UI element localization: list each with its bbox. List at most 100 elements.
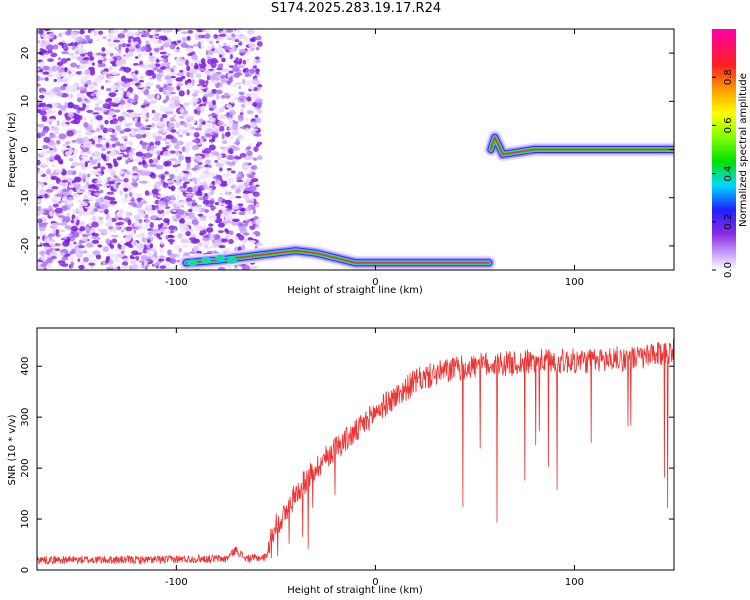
chart-title: S174.2025.283.19.17.R24 <box>270 1 442 16</box>
noise-speckle <box>174 177 179 181</box>
noise-speckle <box>56 91 63 97</box>
noise-speckle <box>185 193 194 197</box>
noise-speckle <box>144 265 148 270</box>
noise-speckle <box>61 51 69 54</box>
noise-speckle <box>219 180 228 187</box>
noise-speckle <box>92 97 100 102</box>
noise-speckle <box>247 200 254 204</box>
noise-speckle <box>152 131 160 137</box>
noise-speckle <box>135 133 143 139</box>
noise-speckle <box>157 44 161 49</box>
noise-speckle <box>98 30 104 35</box>
noise-speckle <box>196 125 201 129</box>
noise-speckle <box>71 170 77 175</box>
noise-speckle <box>92 250 101 256</box>
noise-speckle <box>54 207 63 214</box>
noise-speckle <box>67 111 74 118</box>
noise-speckle <box>173 144 180 150</box>
noise-speckle <box>89 184 97 189</box>
noise-speckle <box>134 70 139 75</box>
noise-speckle <box>119 190 123 196</box>
noise-speckle <box>178 128 185 132</box>
noise-speckle <box>96 167 102 173</box>
noise-speckle <box>87 60 92 66</box>
noise-speckle <box>250 266 259 269</box>
noise-speckle <box>198 79 206 85</box>
noise-speckle <box>196 111 201 116</box>
noise-speckle <box>155 84 161 89</box>
noise-speckle <box>154 181 162 188</box>
noise-speckle <box>176 209 185 216</box>
noise-speckle <box>45 188 54 193</box>
noise-speckle <box>53 86 61 93</box>
noise-speckle <box>171 65 177 70</box>
noise-speckle <box>106 191 115 195</box>
noise-speckle <box>180 60 187 64</box>
noise-speckle <box>175 168 179 172</box>
noise-speckle <box>128 31 134 37</box>
noise-speckle <box>188 237 197 241</box>
noise-speckle <box>187 156 192 160</box>
colorbar-label: Normalized spectral amplitude <box>738 73 749 227</box>
noise-speckle <box>132 173 139 176</box>
noise-speckle <box>243 117 249 121</box>
noise-speckle <box>71 182 79 186</box>
noise-speckle <box>228 264 232 270</box>
noise-speckle <box>151 256 157 261</box>
noise-speckle <box>115 59 121 66</box>
noise-speckle <box>96 52 103 56</box>
noise-speckle <box>75 36 84 42</box>
noise-speckle <box>231 122 239 129</box>
noise-speckle <box>191 219 199 225</box>
noise-speckle <box>185 178 190 182</box>
noise-speckle <box>136 33 141 36</box>
noise-speckle <box>139 265 144 268</box>
noise-speckle <box>38 87 46 92</box>
noise-speckle <box>78 65 85 70</box>
noise-speckle <box>231 170 236 174</box>
noise-speckle <box>208 144 216 151</box>
noise-speckle <box>92 112 100 115</box>
noise-speckle <box>194 239 200 244</box>
noise-speckle <box>204 244 209 248</box>
noise-speckle <box>216 155 222 161</box>
colorbar-tick-label: 0.6 <box>723 117 734 133</box>
noise-speckle <box>46 168 51 175</box>
noise-speckle <box>165 257 172 262</box>
noise-speckle <box>179 108 185 114</box>
noise-speckle <box>148 57 156 63</box>
noise-speckle <box>217 230 225 234</box>
noise-speckle <box>61 196 68 202</box>
noise-speckle <box>218 202 226 206</box>
noise-speckle <box>107 76 115 79</box>
noise-speckle <box>146 82 155 86</box>
noise-speckle <box>242 78 246 85</box>
noise-speckle <box>212 99 216 106</box>
noise-speckle <box>115 125 122 132</box>
noise-speckle <box>238 48 247 53</box>
noise-speckle <box>45 74 54 77</box>
noise-speckle <box>101 134 106 139</box>
noise-speckle <box>163 226 168 230</box>
noise-speckle <box>61 256 69 261</box>
noise-speckle <box>118 179 124 182</box>
y-tick-label: 10 <box>20 95 31 108</box>
noise-speckle <box>100 166 106 171</box>
noise-speckle <box>37 193 41 197</box>
noise-speckle <box>202 96 207 103</box>
noise-speckle <box>178 134 184 138</box>
noise-speckle <box>44 77 49 81</box>
noise-speckle <box>210 113 216 116</box>
colorbar-ticks: 0.0 0.2 0.4 0.6 0.8 <box>712 69 734 278</box>
noise-speckle <box>142 50 147 56</box>
noise-speckle <box>182 182 187 189</box>
noise-speckle <box>78 162 84 167</box>
noise-speckle <box>106 97 113 103</box>
noise-speckle <box>62 188 70 193</box>
noise-speckle <box>92 215 97 222</box>
noise-speckle <box>180 238 189 244</box>
noise-speckle <box>159 51 167 55</box>
noise-speckle <box>90 236 99 240</box>
noise-speckle <box>144 167 149 172</box>
